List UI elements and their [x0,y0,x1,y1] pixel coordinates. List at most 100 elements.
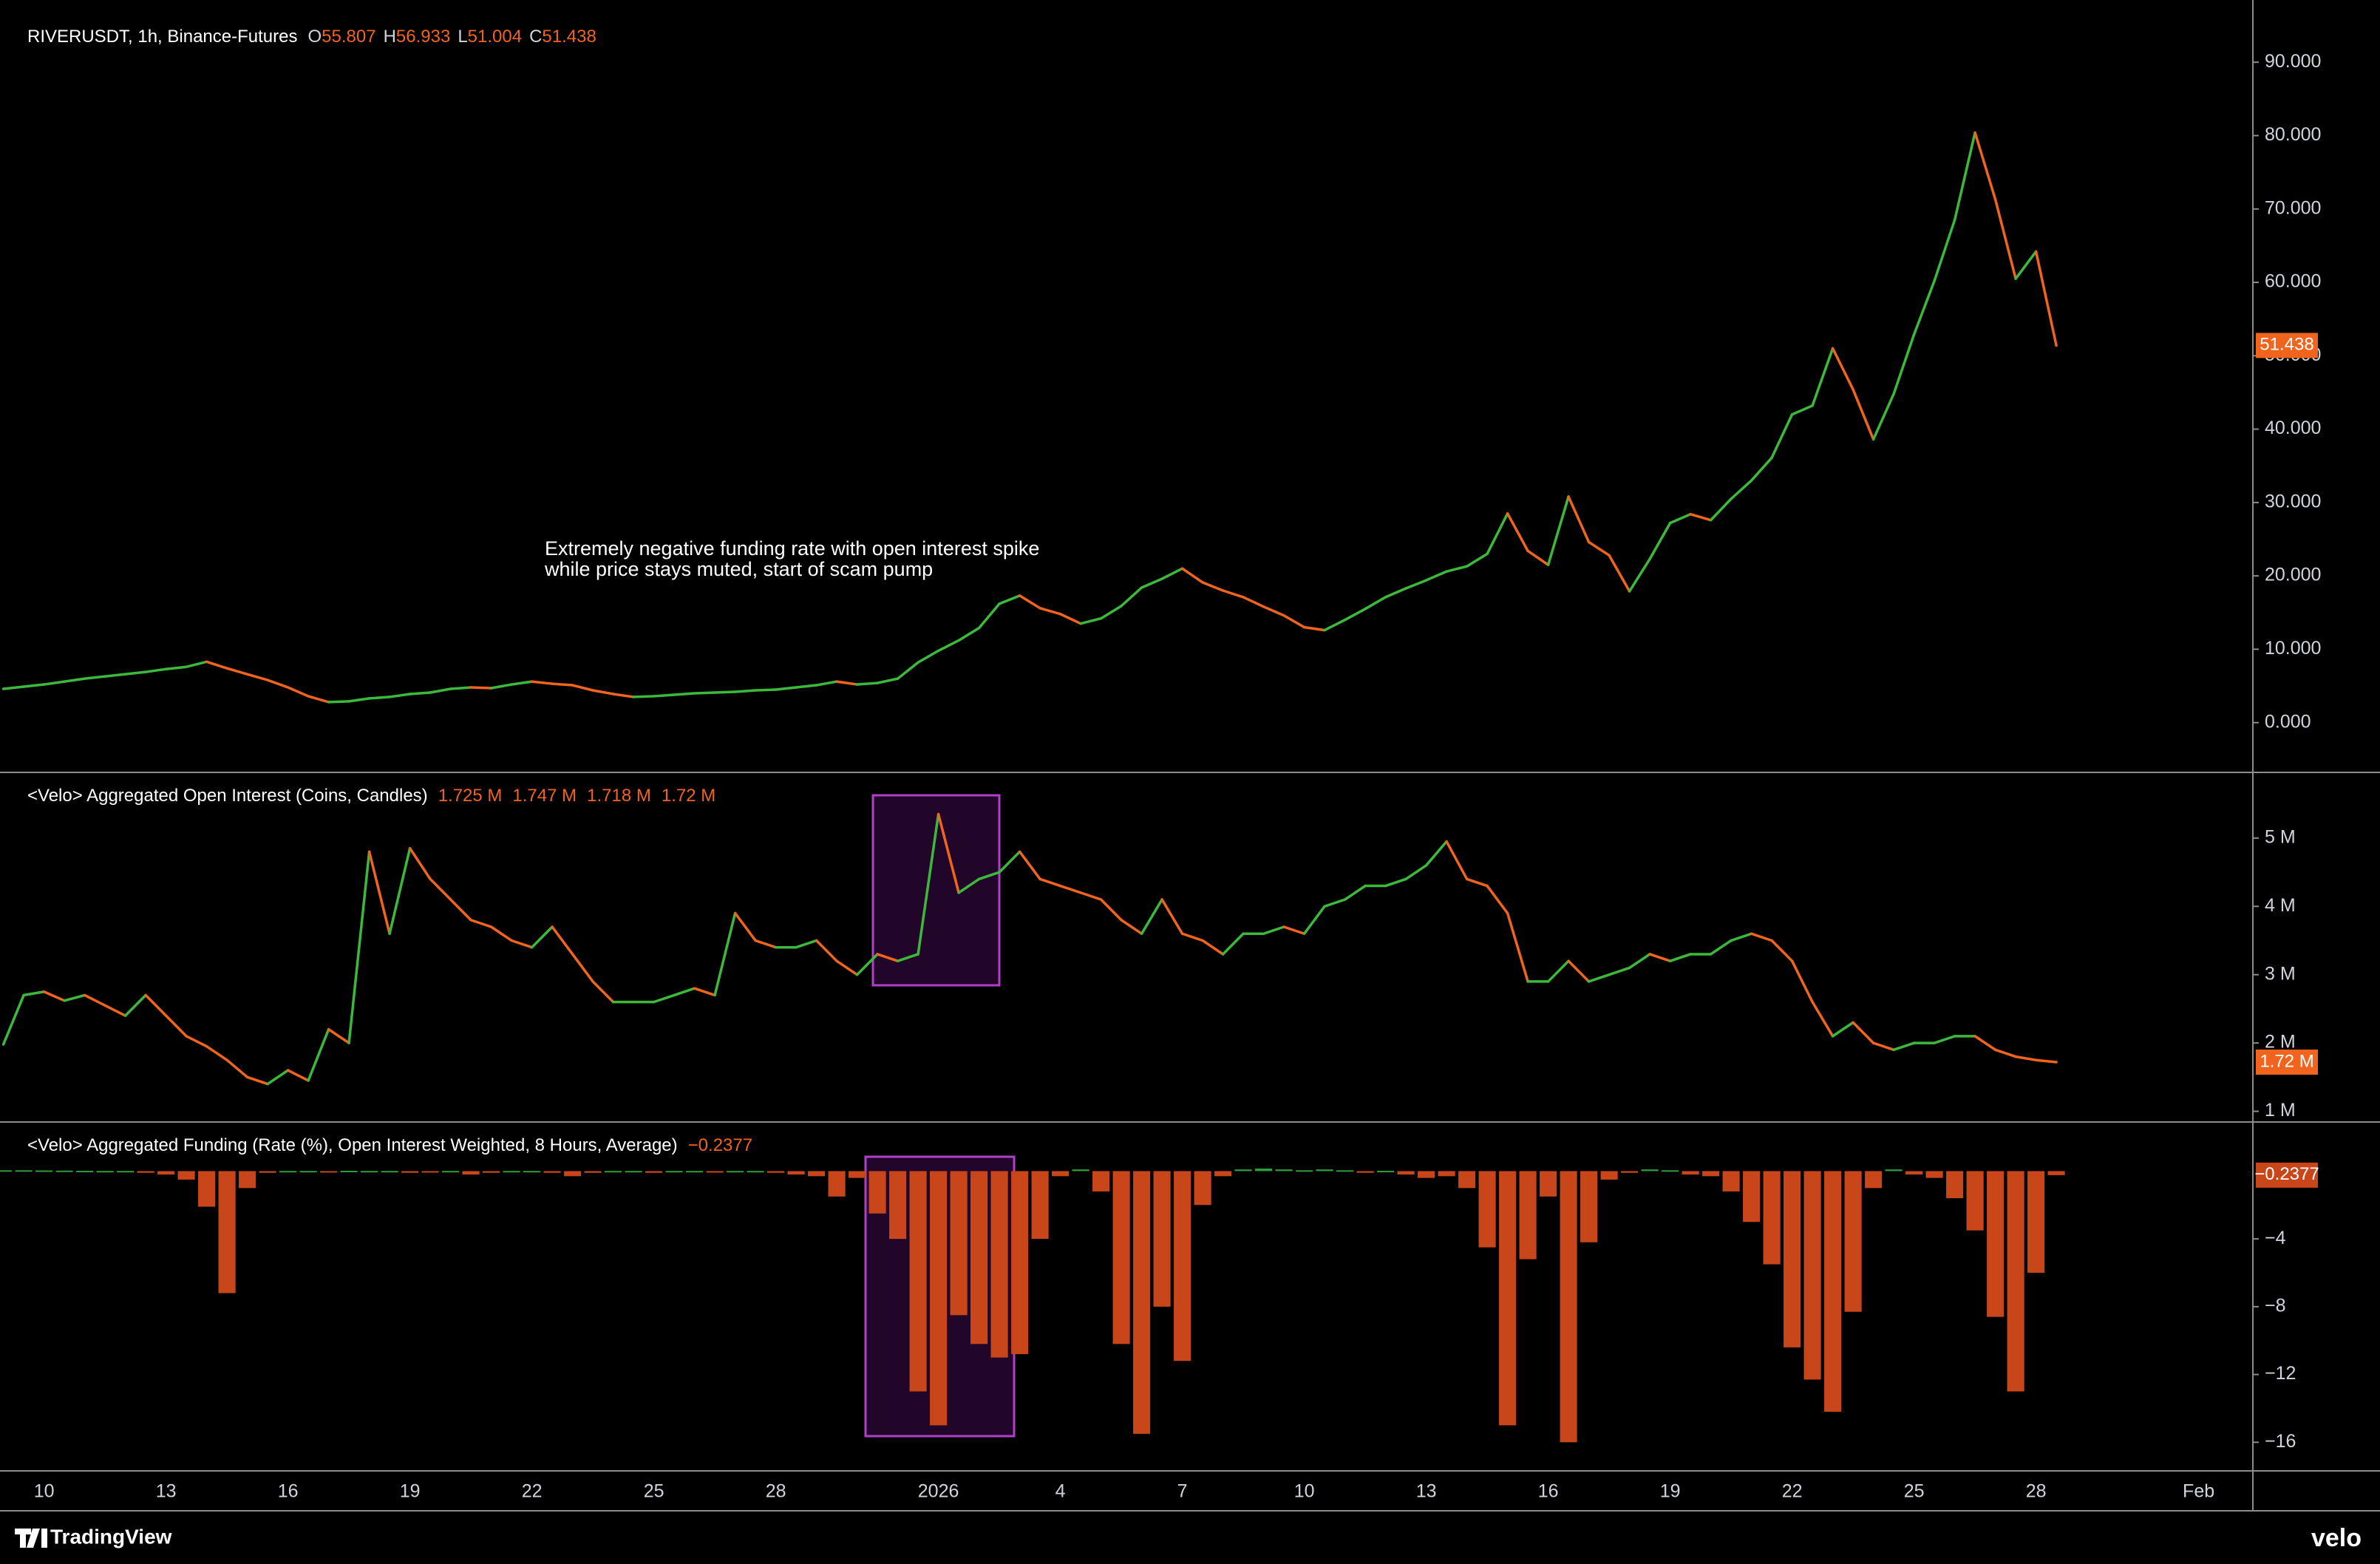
last-value-tag [2256,1162,2318,1188]
header-value: 55.807 [322,27,375,47]
header-key: L [458,27,467,47]
price-segment [1384,587,1407,599]
price-segment [1587,973,1611,983]
price-segment [123,993,147,1017]
x-tick-label: 22 [522,1481,543,1502]
funding-bar [1316,1169,1333,1172]
price-segment [205,660,228,670]
price-segment [245,1075,269,1086]
price-segment [347,697,371,703]
price-segment [1099,898,1123,922]
funding-bar [849,1171,866,1178]
price-segment [469,918,493,928]
price-segment [510,680,534,686]
funding-bar [15,1170,33,1172]
funding-bar [1031,1171,1049,1240]
x-tick-label: 19 [400,1481,421,1502]
price-segment [551,925,574,956]
price-segment [42,990,66,1002]
price-segment [1424,840,1448,867]
price-segment [286,686,310,698]
price-segment [1871,392,1895,441]
price-segment [307,695,330,704]
price-segment [327,700,350,704]
annotation: while price stays muted, start of scam p… [544,558,933,580]
funding-bar [157,1171,175,1175]
price-segment [1709,939,1733,956]
price-segment [673,692,696,696]
funding-bar [137,1171,154,1173]
pane-title: <Velo> Aggregated Funding (Rate (%), Ope… [27,1135,678,1155]
price-segment [632,695,656,698]
funding-bar [706,1171,724,1173]
funding-bar [1275,1169,1293,1172]
price-segment [1892,1041,1916,1052]
price-segment [1770,412,1794,460]
y-tick-label: −4 [2265,1228,2286,1248]
y-tick-label: −12 [2265,1363,2296,1384]
price-segment [1445,565,1469,573]
funding-bar [787,1171,805,1175]
funding-bar [1905,1171,1923,1175]
funding-bar [421,1171,439,1173]
price-segment [1953,131,1976,222]
funding-bar [1458,1171,1476,1189]
price-segment [469,686,493,690]
funding-bar [198,1171,216,1207]
funding-bar [0,1170,13,1172]
price-segment [1079,891,1103,901]
price-segment [1506,911,1529,983]
price-segment [977,602,1001,630]
price-segment [896,953,919,962]
funding-bar [1702,1171,1720,1177]
price-segment [1,685,25,690]
x-tick-label: 16 [278,1481,299,1502]
price-segment [896,661,919,680]
price-segment [1628,557,1651,593]
x-tick-label: 7 [1177,1481,1188,1502]
x-tick-label: 2026 [918,1481,959,1502]
funding-bar [1377,1170,1395,1172]
price-segment [652,993,676,1004]
price-segment [876,677,900,684]
x-tick-label: 16 [1538,1481,1559,1502]
price-segment [1933,1035,1956,1044]
header-value: 1.725 M [438,786,503,806]
header-value: 51.438 [542,27,596,47]
price-segment [1282,613,1306,629]
funding-bar [990,1171,1008,1358]
price-segment [591,689,615,696]
price-segment [367,850,391,935]
price-segment [1750,932,1773,942]
header-value: 1.72 M [662,786,715,806]
y-tick-label: −8 [2265,1295,2286,1316]
price-segment [1668,512,1692,525]
price-segment [1018,850,1041,881]
price-segment [1648,521,1672,561]
price-segment [1180,932,1204,942]
funding-bar [1214,1171,1232,1177]
price-segment [936,639,960,653]
x-tick-label: 13 [156,1481,177,1502]
price-segment [835,680,859,686]
price-segment [1038,877,1062,888]
price-segment [1262,925,1285,935]
x-tick-label: 22 [1782,1481,1803,1502]
funding-bar [1234,1169,1252,1172]
funding-bar [1418,1171,1435,1178]
price-segment [1567,959,1591,983]
price-segment [1058,884,1082,894]
price-segment [63,993,86,1002]
funding-bar [1174,1171,1191,1361]
price-segment [63,677,86,683]
price-segment [1526,549,1550,566]
funding-bar [645,1171,663,1173]
price-segment [307,1027,330,1082]
x-tick-label: 25 [644,1481,664,1502]
price-segment [1790,404,1814,416]
price-segment [1811,347,1835,407]
funding-bar [523,1171,541,1173]
price-segment [754,939,778,949]
